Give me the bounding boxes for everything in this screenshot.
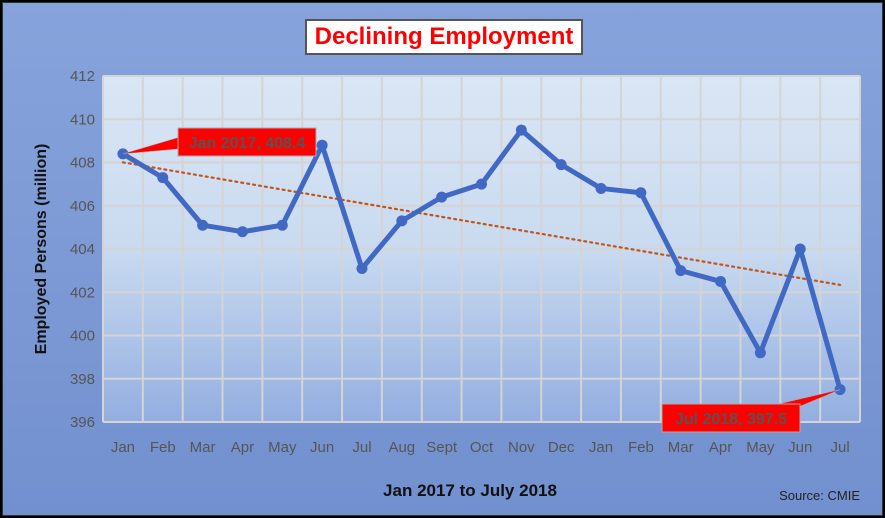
- x-tick-label: Sept: [426, 439, 458, 456]
- x-axis-label: Jan 2017 to July 2018: [383, 481, 557, 500]
- y-tick-label: 406: [70, 198, 95, 215]
- y-tick-label: 396: [70, 414, 95, 431]
- data-point: [635, 187, 647, 199]
- y-axis-label: Employed Persons (million): [33, 144, 50, 355]
- y-tick-label: 410: [70, 111, 95, 128]
- callout-text: Jan 2017, 408.4: [189, 135, 306, 152]
- x-tick-label: Aug: [388, 439, 415, 456]
- source-note: Source: CMIE: [779, 488, 860, 503]
- data-point: [794, 243, 806, 255]
- x-tick-label: Dec: [548, 439, 575, 456]
- x-tick-label: Jul: [352, 439, 371, 456]
- callout-box: [177, 127, 317, 157]
- data-point: [236, 226, 248, 238]
- x-tick-label: Jan: [589, 439, 613, 456]
- x-tick-label: Jul: [830, 439, 849, 456]
- y-tick-label: 408: [70, 155, 95, 172]
- x-tick-label: Jun: [788, 439, 812, 456]
- data-point: [157, 172, 169, 184]
- chart-title: Declining Employment: [305, 19, 583, 55]
- data-point: [515, 124, 527, 136]
- y-tick-label: 400: [70, 328, 95, 345]
- callout-text: Jul 2018, 397.5: [675, 411, 787, 428]
- x-tick-label: Mar: [668, 439, 694, 456]
- x-tick-label: Mar: [190, 439, 216, 456]
- data-point: [715, 275, 727, 287]
- data-callout: Jul 2018, 397.5: [661, 389, 841, 433]
- y-tick-label: 412: [70, 68, 95, 85]
- data-point: [595, 182, 607, 194]
- data-point: [436, 191, 448, 203]
- data-point: [356, 262, 368, 274]
- x-tick-label: Feb: [628, 439, 654, 456]
- data-point: [675, 265, 687, 277]
- y-tick-label: 398: [70, 371, 95, 388]
- data-point: [316, 139, 328, 151]
- data-point: [476, 178, 487, 190]
- y-tick-label: 402: [70, 284, 95, 301]
- trendline: [121, 161, 842, 287]
- x-tick-label: Apr: [709, 439, 732, 456]
- x-tick-label: Feb: [150, 439, 176, 456]
- x-tick-label: Oct: [470, 439, 494, 456]
- data-point: [276, 219, 288, 231]
- callout-box: [661, 403, 801, 433]
- data-callout: Jan 2017, 408.4: [122, 127, 317, 157]
- data-point: [555, 159, 567, 171]
- data-point: [396, 215, 408, 227]
- x-tick-label: May: [268, 439, 297, 456]
- data-point: [197, 219, 209, 231]
- x-tick-label: May: [746, 439, 775, 456]
- x-tick-label: Apr: [231, 439, 254, 456]
- x-tick-label: Jan: [111, 439, 135, 456]
- y-tick-label: 404: [70, 241, 95, 258]
- x-tick-label: Nov: [508, 439, 535, 456]
- x-tick-label: Jun: [310, 439, 334, 456]
- data-point: [754, 347, 766, 359]
